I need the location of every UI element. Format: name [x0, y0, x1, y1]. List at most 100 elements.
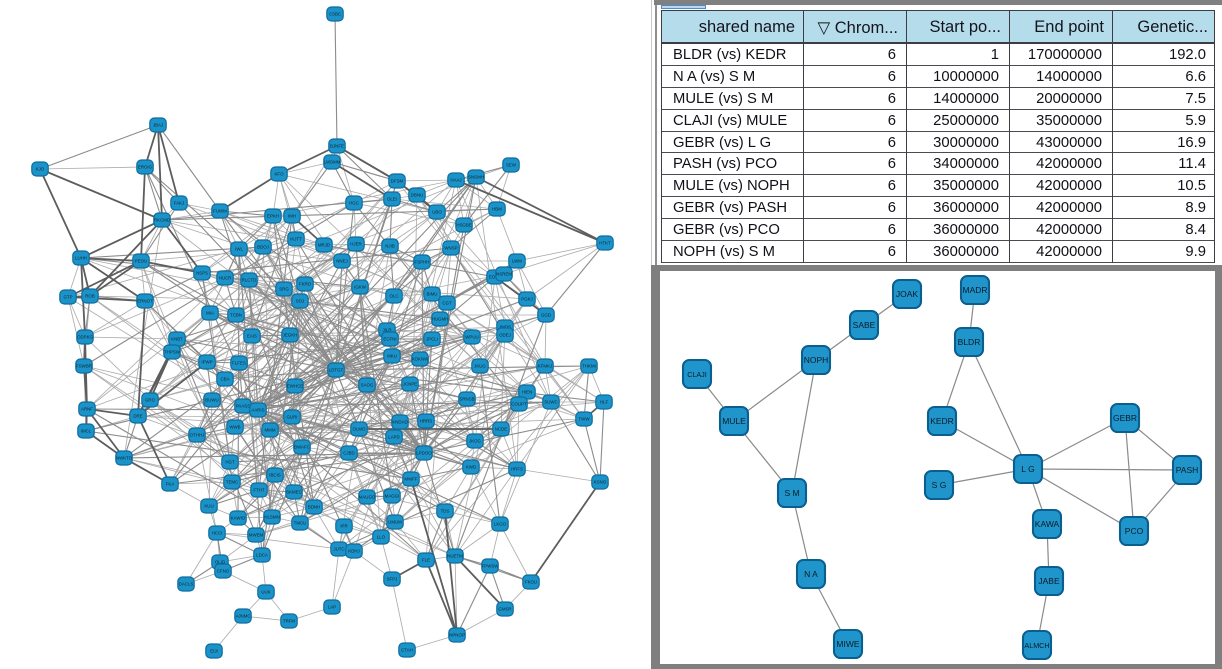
svg-text:JMOS: JMOS	[499, 325, 511, 330]
svg-text:KOKNW: KOKNW	[412, 357, 429, 362]
svg-text:EAIS: EAIS	[247, 334, 257, 339]
svg-text:SEW: SEW	[506, 163, 517, 168]
svg-text:BJNFE: BJNFE	[330, 144, 344, 149]
svg-text:HRFS: HRFS	[511, 467, 523, 472]
svg-text:LAP: LAP	[328, 605, 336, 610]
svg-text:KAWA: KAWA	[1035, 519, 1060, 529]
svg-text:FKRO: FKRO	[299, 282, 312, 287]
svg-text:KNBT: KNBT	[171, 337, 183, 342]
svg-text:S M: S M	[784, 488, 799, 498]
svg-text:CGT: CGT	[442, 301, 452, 306]
svg-text:HGC: HGC	[349, 201, 359, 206]
svg-text:ODEJ: ODEJ	[499, 333, 511, 338]
svg-text:PEOU: PEOU	[135, 259, 147, 264]
svg-text:HBM: HBM	[492, 207, 502, 212]
svg-text:IPR: IPR	[340, 524, 347, 529]
svg-text:JILR: JILR	[382, 328, 391, 333]
svg-text:OTHHJ: OTHHJ	[190, 433, 205, 438]
svg-text:AJNMC: AJNMC	[235, 614, 250, 619]
svg-text:HCCI: HCCI	[212, 531, 223, 536]
svg-text:KUU: KUU	[204, 504, 213, 509]
svg-text:GGD: GGD	[541, 313, 551, 318]
svg-text:FAKJ: FAKJ	[174, 201, 185, 206]
svg-text:PGKJ: PGKJ	[521, 297, 532, 302]
svg-text:LAPD: LAPD	[388, 435, 399, 440]
svg-text:TCBN: TCBN	[230, 313, 242, 318]
svg-text:WPUU: WPUU	[465, 335, 478, 340]
svg-text:TDS: TDS	[441, 509, 450, 514]
svg-text:AARIS: AARIS	[251, 408, 264, 413]
svg-text:THKMI: THKMI	[582, 364, 596, 369]
svg-text:CFNO: CFNO	[217, 569, 230, 574]
svg-text:L G: L G	[1021, 464, 1034, 474]
svg-text:LKGO: LKGO	[494, 522, 507, 527]
svg-text:TEMC: TEMC	[226, 480, 238, 485]
svg-text:MAUGO: MAUGO	[359, 495, 376, 500]
svg-text:HGT: HGT	[225, 460, 235, 465]
svg-text:HAAJ: HAAJ	[450, 178, 461, 183]
svg-text:GMSR: GMSR	[498, 607, 511, 612]
svg-text:MWFF: MWFF	[404, 477, 417, 482]
svg-text:MWEM: MWEM	[249, 533, 264, 538]
svg-text:THPSW: THPSW	[164, 350, 181, 355]
svg-text:LDTGT: LDTGT	[329, 368, 344, 373]
svg-text:ERNOT: ERNOT	[137, 299, 153, 304]
svg-text:KDHJ: KDHJ	[348, 549, 359, 554]
svg-text:GEBR: GEBR	[1113, 413, 1137, 423]
svg-text:WWB: WWB	[229, 425, 240, 430]
svg-text:COUPT: COUPT	[511, 402, 527, 407]
svg-text:HLF: HLF	[600, 400, 609, 405]
svg-text:IWL: IWL	[235, 247, 243, 252]
svg-text:HLSMN: HLSMN	[264, 515, 279, 520]
svg-text:ODPKG: ODPKG	[77, 335, 93, 340]
svg-text:JOAK: JOAK	[896, 289, 919, 299]
svg-text:JPCLI: JPCLI	[426, 337, 438, 342]
svg-text:IKJTT: IKJTT	[290, 237, 302, 242]
svg-text:LPDOO: LPDOO	[416, 451, 432, 456]
svg-text:NWKTD: NWKTD	[116, 456, 132, 461]
svg-text:JCNPE: JCNPE	[403, 382, 417, 387]
svg-text:MIA: MIA	[206, 311, 214, 316]
svg-text:CTAH: CTAH	[401, 648, 413, 653]
svg-text:FTHT: FTHT	[253, 488, 265, 493]
svg-text:MAGGI: MAGGI	[385, 494, 400, 499]
svg-text:SABE: SABE	[853, 320, 876, 330]
svg-text:HJER: HJER	[350, 242, 361, 247]
svg-text:LUHH: LUHH	[75, 256, 87, 261]
svg-text:DACLS: DACLS	[179, 582, 194, 587]
svg-text:HRRS: HRRS	[420, 419, 433, 424]
svg-text:FSPHH: FSPHH	[415, 260, 430, 265]
svg-text:OLID: OLID	[215, 560, 225, 565]
svg-text:IBCIS: IBCIS	[269, 473, 281, 478]
svg-text:FSWBR: FSWBR	[76, 364, 92, 369]
svg-text:SRG: SRG	[279, 287, 289, 292]
svg-text:KSNO: KSNO	[594, 480, 607, 485]
svg-text:KFO: KFO	[274, 172, 284, 177]
svg-text:IPWP: IPWP	[201, 360, 212, 365]
svg-text:SKMEC: SKMEC	[286, 490, 302, 495]
svg-text:OLC: OLC	[389, 294, 398, 299]
svg-text:BLDR: BLDR	[958, 337, 981, 347]
svg-text:BIMU: BIMU	[427, 292, 438, 297]
svg-text:JUTC: JUTC	[333, 547, 344, 552]
svg-text:FUWM: FUWM	[213, 209, 227, 214]
svg-text:LDCA: LDCA	[256, 553, 268, 558]
svg-text:HSGBE: HSGBE	[456, 223, 471, 228]
svg-text:HUCR: HUCR	[219, 276, 232, 281]
svg-text:HTKT: HTKT	[599, 241, 611, 246]
svg-text:RLCTD: RLCTD	[242, 278, 257, 283]
svg-text:LLO: LLO	[377, 535, 386, 540]
svg-text:MKU: MKU	[387, 354, 397, 359]
svg-text:CLAJI: CLAJI	[687, 370, 707, 379]
svg-text:IGKW: IGKW	[354, 285, 367, 290]
svg-text:MIWE: MIWE	[836, 639, 859, 649]
svg-text:NNEJ: NNEJ	[336, 259, 347, 264]
svg-text:NSPS: NSPS	[196, 271, 208, 276]
svg-text:KWD: KWD	[466, 465, 476, 470]
svg-text:FPWSW: FPWSW	[482, 564, 500, 569]
svg-text:TRFM: TRFM	[283, 619, 296, 624]
svg-text:MADR: MADR	[962, 285, 987, 295]
svg-text:KAWIO: KAWIO	[231, 516, 246, 521]
svg-text:TMCU: TMCU	[294, 521, 307, 526]
svg-text:OLMO: OLMO	[353, 427, 367, 432]
